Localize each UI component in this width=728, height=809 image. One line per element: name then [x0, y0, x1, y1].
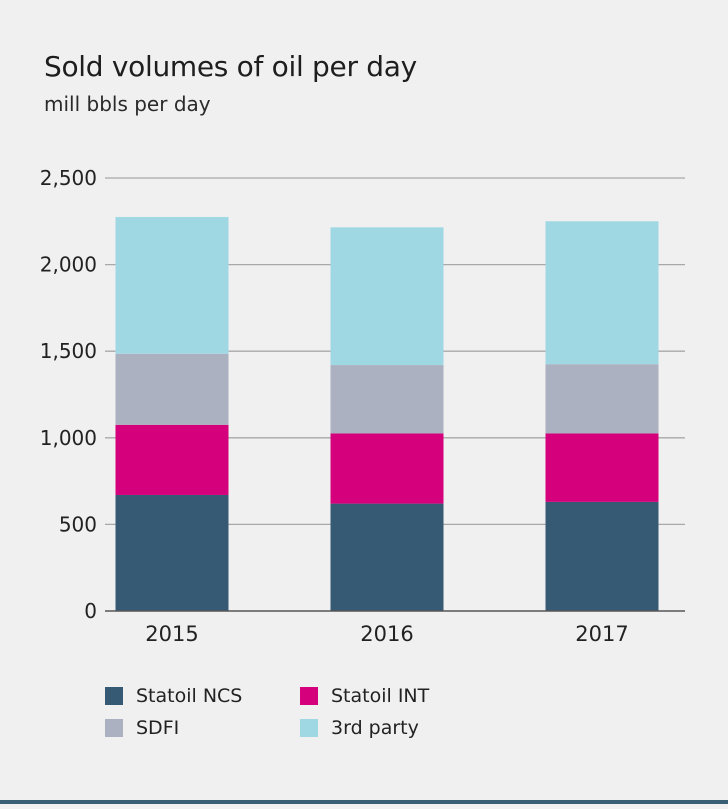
bar-2015-3rd-party	[115, 216, 229, 354]
x-tick-label: 2017	[575, 622, 628, 646]
y-tick-label: 2,000	[40, 253, 97, 277]
bottom-rule	[0, 800, 728, 804]
bar-2015-sdfi	[115, 353, 229, 425]
legend-swatch-3rd-party	[300, 719, 318, 737]
legend-label: SDFI	[136, 717, 180, 739]
bar-2017-3rd-party	[545, 221, 659, 365]
legend-swatch-statoil-int	[300, 687, 318, 705]
y-tick-label: 1,000	[40, 426, 97, 450]
bar-2017-sdfi	[545, 364, 659, 434]
bar-2017-statoil-ncs	[545, 501, 659, 611]
bar-2016-sdfi	[330, 365, 444, 434]
legend-label: Statoil INT	[331, 685, 430, 707]
bars	[115, 216, 659, 611]
chart-subtitle: mill bbls per day	[44, 92, 211, 116]
y-tick-label: 500	[59, 512, 97, 536]
y-tick-label: 0	[84, 599, 97, 623]
bar-2016-3rd-party	[330, 227, 444, 366]
legend-item-statoil-ncs: Statoil NCS	[105, 685, 242, 707]
bar-2016-statoil-int	[330, 433, 444, 504]
bar-2015-statoil-ncs	[115, 494, 229, 611]
bar-2017-statoil-int	[545, 433, 659, 502]
x-tick-label: 2016	[360, 622, 413, 646]
bar-2015-statoil-int	[115, 424, 229, 495]
legend-item-sdfi: SDFI	[105, 717, 179, 739]
chart-title: Sold volumes of oil per day	[44, 50, 417, 83]
legend-label: Statoil NCS	[136, 685, 243, 707]
bar-2016-statoil-ncs	[330, 503, 444, 611]
y-tick-label: 2,500	[40, 166, 97, 190]
axes: 0 500 1,000 1,500 2,000 2,500 2015 2016 2017	[40, 166, 685, 646]
x-tick-label: 2015	[145, 622, 198, 646]
legend-item-statoil-int: Statoil INT	[300, 685, 429, 707]
y-tick-label: 1,500	[40, 339, 97, 363]
legend-swatch-statoil-ncs	[105, 687, 123, 705]
legend-label: 3rd party	[331, 717, 419, 739]
legend-swatch-sdfi	[105, 719, 123, 737]
legend-item-3rd-party: 3rd party	[300, 717, 419, 739]
stacked-bar-chart: 0 500 1,000 1,500 2,000 2,500 2015 2016 2017	[40, 166, 685, 646]
